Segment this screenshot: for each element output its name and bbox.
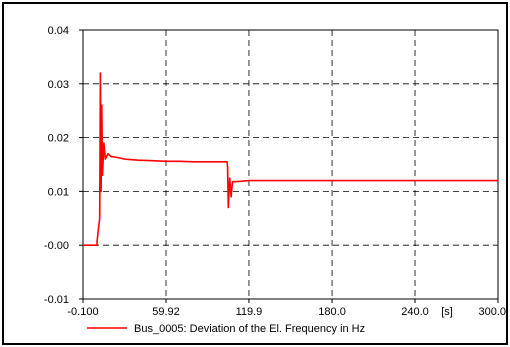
x-unit-label: [s] bbox=[441, 306, 453, 318]
y-axis-tick-labels: -0.01 -0.00 0.01 0.02 0.03 0.04 bbox=[44, 25, 69, 306]
series-line bbox=[83, 72, 498, 246]
y-tick-label: 0.03 bbox=[48, 79, 69, 91]
x-tick-label: -0.100 bbox=[67, 306, 98, 318]
x-axis-tick-labels: -0.100 59.92 119.9 180.0 240.0 300.0 bbox=[67, 306, 506, 318]
x-tick-label: 240.0 bbox=[401, 306, 429, 318]
y-tick-label: -0.01 bbox=[44, 294, 69, 306]
x-tick-label: 180.0 bbox=[318, 306, 346, 318]
x-tick-label: 300.0 bbox=[478, 306, 506, 318]
y-tick-label: 0.04 bbox=[48, 25, 69, 37]
grid-lines bbox=[83, 30, 498, 299]
x-tick-label: 119.9 bbox=[236, 306, 263, 318]
x-tick-label: 59.92 bbox=[152, 306, 180, 318]
y-tick-label: -0.00 bbox=[44, 240, 69, 252]
legend: Bus_0005: Deviation of the El. Frequency… bbox=[87, 323, 365, 335]
y-tick-label: 0.02 bbox=[48, 133, 69, 145]
y-tick-label: 0.01 bbox=[48, 186, 69, 198]
legend-label: Bus_0005: Deviation of the El. Frequency… bbox=[134, 323, 365, 335]
axis-ticks bbox=[79, 29, 499, 303]
plot-area bbox=[82, 29, 499, 300]
series-layer bbox=[83, 72, 498, 246]
